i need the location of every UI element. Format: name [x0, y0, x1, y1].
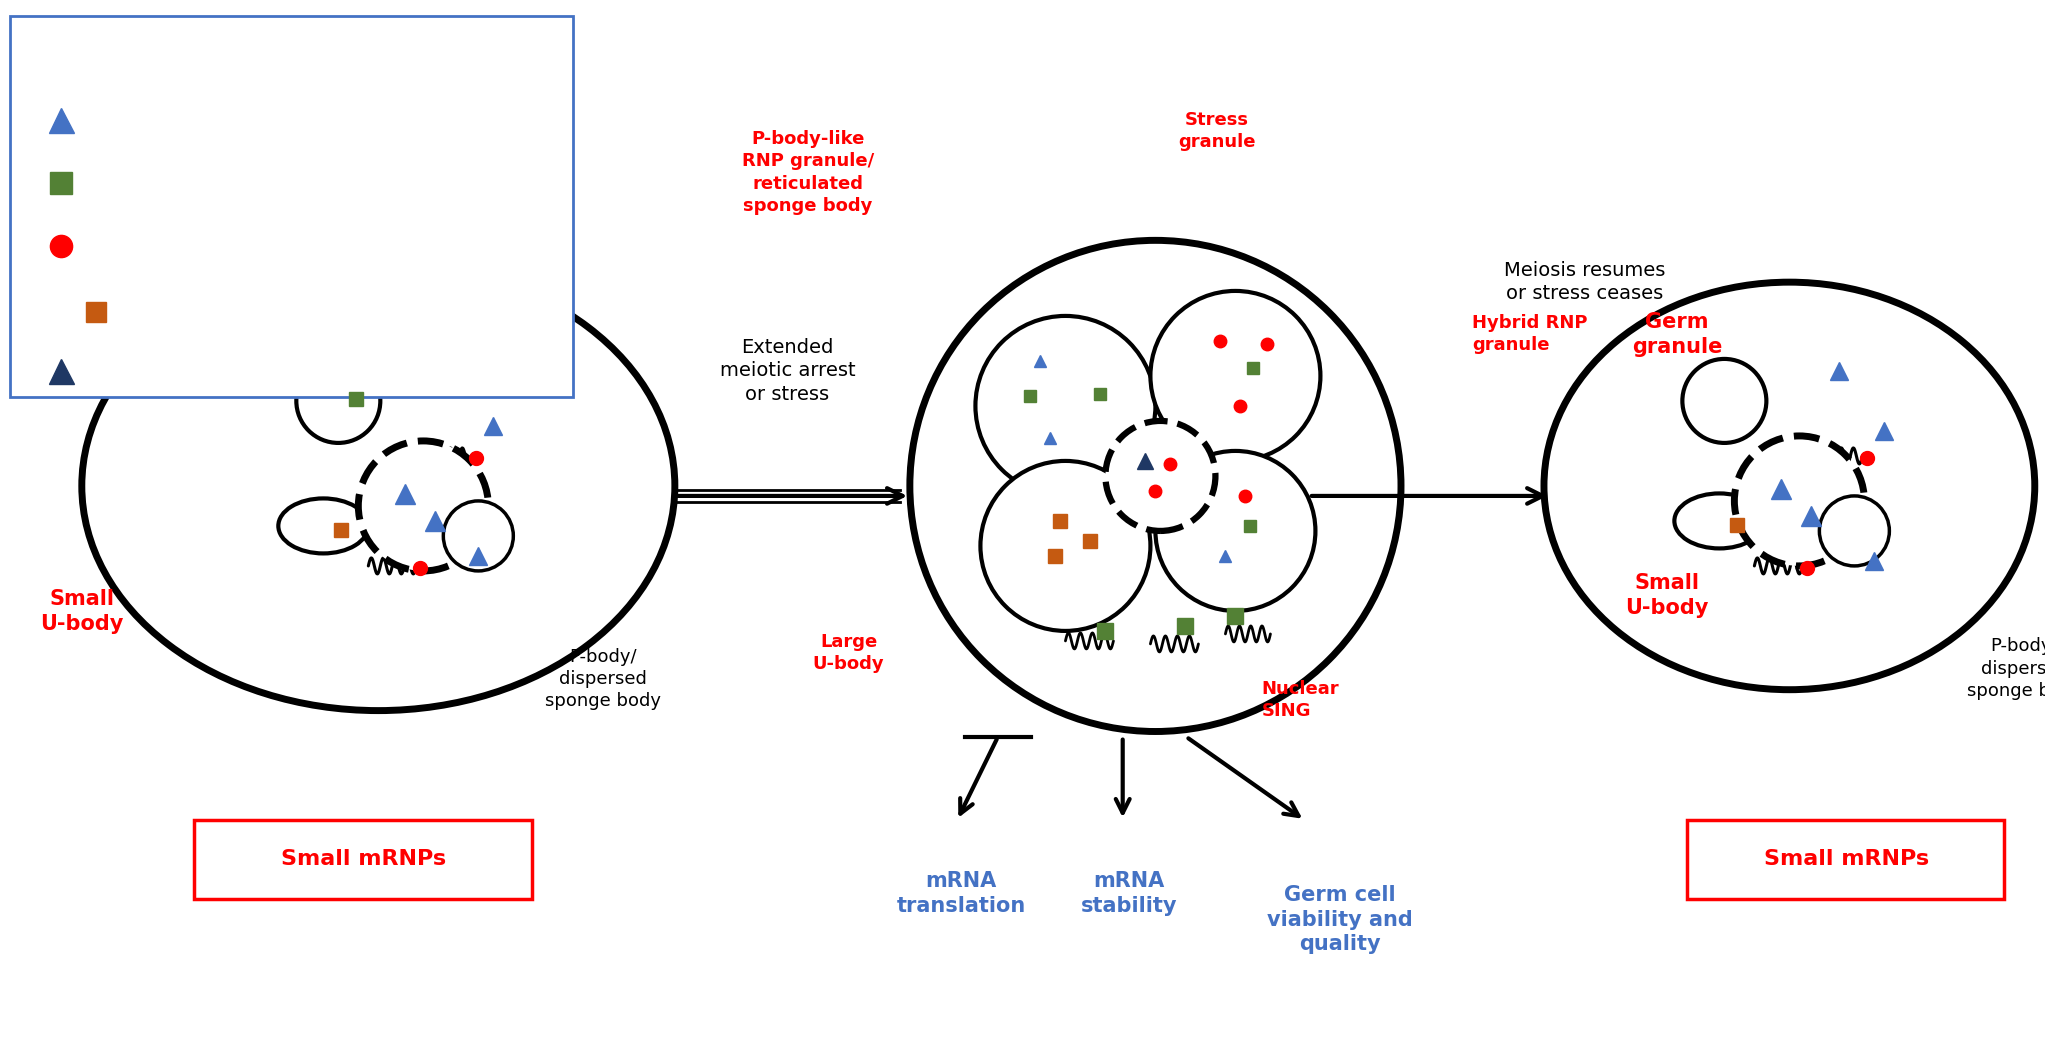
- Text: = mRNA: = mRNA: [117, 47, 204, 68]
- Text: Germ cell
viability and
quality: Germ cell viability and quality: [1266, 885, 1413, 954]
- Text: = stress granule protein: = stress granule protein: [117, 235, 368, 256]
- Text: = P-body protein: = P-body protein: [117, 110, 292, 131]
- Text: Nuclear
SING: Nuclear SING: [1262, 680, 1339, 720]
- Text: Small
U-body: Small U-body: [1626, 574, 1708, 618]
- Circle shape: [1151, 291, 1321, 461]
- Text: Small mRNPs: Small mRNPs: [282, 849, 446, 869]
- Circle shape: [975, 316, 1155, 496]
- Text: mRNA
stability: mRNA stability: [1080, 872, 1178, 915]
- Text: Small
U-body: Small U-body: [41, 589, 123, 633]
- Text: Stress
granule: Stress granule: [1178, 111, 1256, 150]
- Bar: [194, 820, 532, 899]
- Text: P-body/
dispersed
sponge body: P-body/ dispersed sponge body: [1967, 637, 2045, 700]
- Ellipse shape: [1675, 493, 1765, 549]
- Bar: [10, 16, 573, 397]
- Circle shape: [1155, 451, 1315, 611]
- Ellipse shape: [1544, 282, 2035, 690]
- Text: Germ
granule: Germ granule: [1632, 312, 1722, 356]
- Text: Germ
granule: Germ granule: [27, 339, 117, 382]
- Circle shape: [1820, 496, 1890, 566]
- Text: = germ granule protein: = germ granule protein: [117, 172, 362, 193]
- Circle shape: [1106, 421, 1215, 531]
- Text: Meiosis resumes
or stress ceases: Meiosis resumes or stress ceases: [1505, 261, 1665, 303]
- Ellipse shape: [278, 498, 368, 554]
- Ellipse shape: [82, 261, 675, 711]
- Text: P-body/
dispersed
sponge body: P-body/ dispersed sponge body: [546, 648, 661, 711]
- Circle shape: [297, 358, 380, 443]
- Circle shape: [444, 501, 513, 571]
- Circle shape: [910, 240, 1401, 732]
- Text: mRNA
translation: mRNA translation: [896, 872, 1027, 915]
- Text: Extended
meiotic arrest
or stress: Extended meiotic arrest or stress: [720, 338, 855, 404]
- Text: = snRNP: = snRNP: [117, 298, 207, 319]
- Circle shape: [1683, 358, 1767, 443]
- Circle shape: [980, 461, 1151, 631]
- Text: P-body-like
RNP granule/
reticulated
sponge body: P-body-like RNP granule/ reticulated spo…: [742, 131, 873, 214]
- Text: Hybrid RNP
granule: Hybrid RNP granule: [1472, 315, 1587, 354]
- Text: = ubiquitin/proteasome: = ubiquitin/proteasome: [117, 361, 364, 381]
- Text: Large
U-body: Large U-body: [812, 633, 885, 673]
- Bar: [1687, 820, 2004, 899]
- Text: Small mRNPs: Small mRNPs: [1765, 849, 1928, 869]
- Circle shape: [1734, 436, 1865, 566]
- Circle shape: [358, 441, 489, 571]
